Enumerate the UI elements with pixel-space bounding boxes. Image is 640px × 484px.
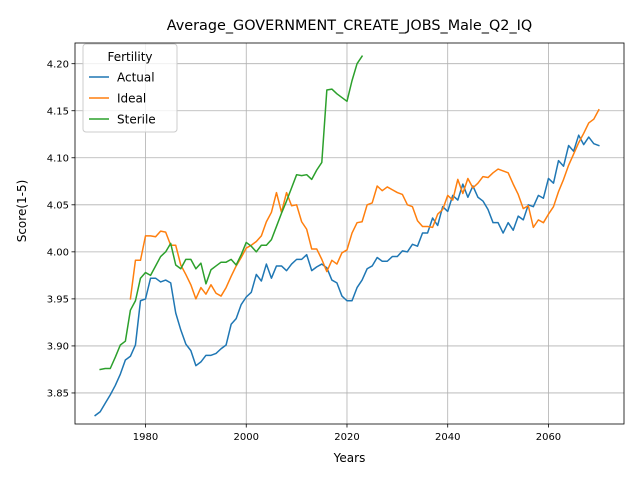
y-tick-label: 4.20 xyxy=(47,59,69,70)
chart-title: Average_GOVERNMENT_CREATE_JOBS_Male_Q2_I… xyxy=(167,18,532,34)
legend-entries: Actual Ideal Sterile xyxy=(89,70,156,126)
y-tick-label: 3.90 xyxy=(47,342,69,353)
x-tick-label: 2040 xyxy=(435,432,460,443)
x-tick-label: 2060 xyxy=(536,432,561,443)
x-tick-label: 2020 xyxy=(334,432,359,443)
legend-label-sterile: Sterile xyxy=(117,112,156,126)
series-line-sterile xyxy=(99,55,364,371)
x-tick-label: 1980 xyxy=(133,432,158,443)
y-tick-label: 3.95 xyxy=(47,294,69,305)
y-axis-label: Score(1-5) xyxy=(15,180,29,243)
y-tick-label: 4.05 xyxy=(47,200,69,211)
x-axis-label: Years xyxy=(333,451,366,465)
legend-title: Fertility xyxy=(107,50,152,64)
series-layer xyxy=(94,55,600,417)
legend-box xyxy=(82,43,178,133)
series-line-ideal xyxy=(129,108,600,300)
x-axis-ticks: 1980 2000 2020 2040 2060 xyxy=(133,424,561,443)
x-tick-label: 2000 xyxy=(234,432,259,443)
legend-label-actual: Actual xyxy=(117,70,155,84)
y-tick-label: 4.15 xyxy=(47,106,69,117)
y-tick-label: 4.10 xyxy=(47,153,69,164)
y-tick-label: 3.85 xyxy=(47,389,69,400)
legend: Fertility Actual Ideal Sterile xyxy=(82,43,178,133)
legend-label-ideal: Ideal xyxy=(117,91,146,105)
y-tick-label: 4.00 xyxy=(47,247,69,258)
plot-frame xyxy=(74,42,625,425)
series-line-actual xyxy=(94,134,600,417)
y-axis-ticks: 3.85 3.90 3.95 4.00 4.05 4.10 4.15 4.20 xyxy=(47,59,75,400)
